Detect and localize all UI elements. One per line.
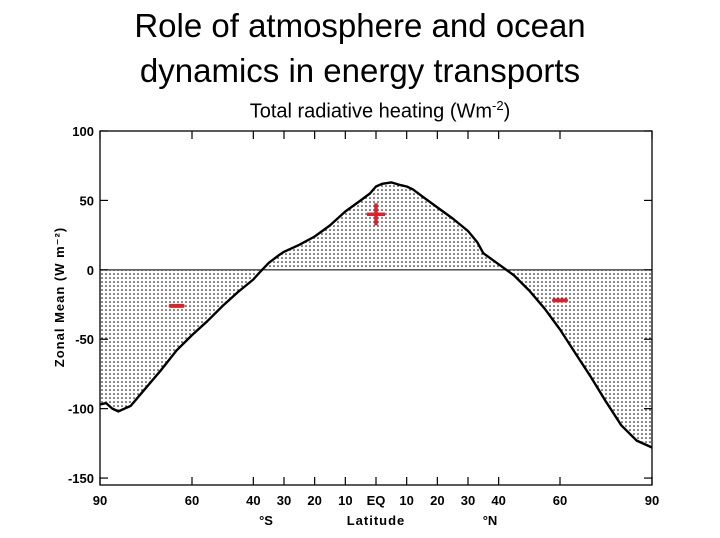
x-tick-label: 10 bbox=[399, 493, 413, 508]
x-tick-label: 40 bbox=[246, 493, 260, 508]
x-tick-label: EQ bbox=[367, 493, 386, 508]
north-hemisphere-label: °N bbox=[483, 513, 498, 528]
area-fill bbox=[100, 182, 652, 448]
y-tick-label: 0 bbox=[87, 263, 94, 278]
x-tick-label: 40 bbox=[491, 493, 505, 508]
south-hemisphere-label: °S bbox=[259, 513, 273, 528]
x-tick-label: 90 bbox=[93, 493, 107, 508]
x-tick-label: 30 bbox=[461, 493, 475, 508]
series-line bbox=[99, 181, 653, 449]
x-tick-label: 10 bbox=[338, 493, 352, 508]
subtitle-exponent: -2 bbox=[492, 98, 504, 113]
x-tick-label: 30 bbox=[277, 493, 291, 508]
y-axis-label: Zonal Mean (W m⁻²) bbox=[52, 227, 67, 367]
x-tick-label: 20 bbox=[307, 493, 321, 508]
y-axis-ticks: 100 50 0 -50 -100 -150 bbox=[68, 124, 652, 486]
chart-subtitle: Total radiative heating (Wm-2) bbox=[0, 98, 720, 124]
annotations bbox=[168, 203, 568, 308]
x-tick-label: 20 bbox=[430, 493, 444, 508]
subtitle-close: ) bbox=[503, 100, 511, 123]
y-tick-label: 50 bbox=[80, 193, 94, 208]
y-tick-label: -150 bbox=[68, 471, 94, 486]
x-tick-label: 60 bbox=[185, 493, 199, 508]
subtitle-text: Total radiative heating (Wm bbox=[249, 100, 493, 123]
plus-annotation bbox=[367, 203, 385, 226]
slide-title-line-1: Role of atmosphere and ocean bbox=[134, 7, 586, 44]
y-tick-label: 100 bbox=[72, 124, 94, 139]
x-tick-label: 60 bbox=[553, 493, 567, 508]
x-tick-label: 90 bbox=[645, 493, 659, 508]
y-tick-label: -100 bbox=[68, 402, 94, 417]
y-tick-label: -50 bbox=[75, 332, 94, 347]
slide-title-line-2: dynamics in energy transports bbox=[139, 52, 581, 89]
x-axis-ticks: 90 60 40 30 20 10 EQ 10 20 30 40 60 90 bbox=[93, 131, 659, 508]
x-axis-label: Latitude bbox=[347, 513, 406, 528]
